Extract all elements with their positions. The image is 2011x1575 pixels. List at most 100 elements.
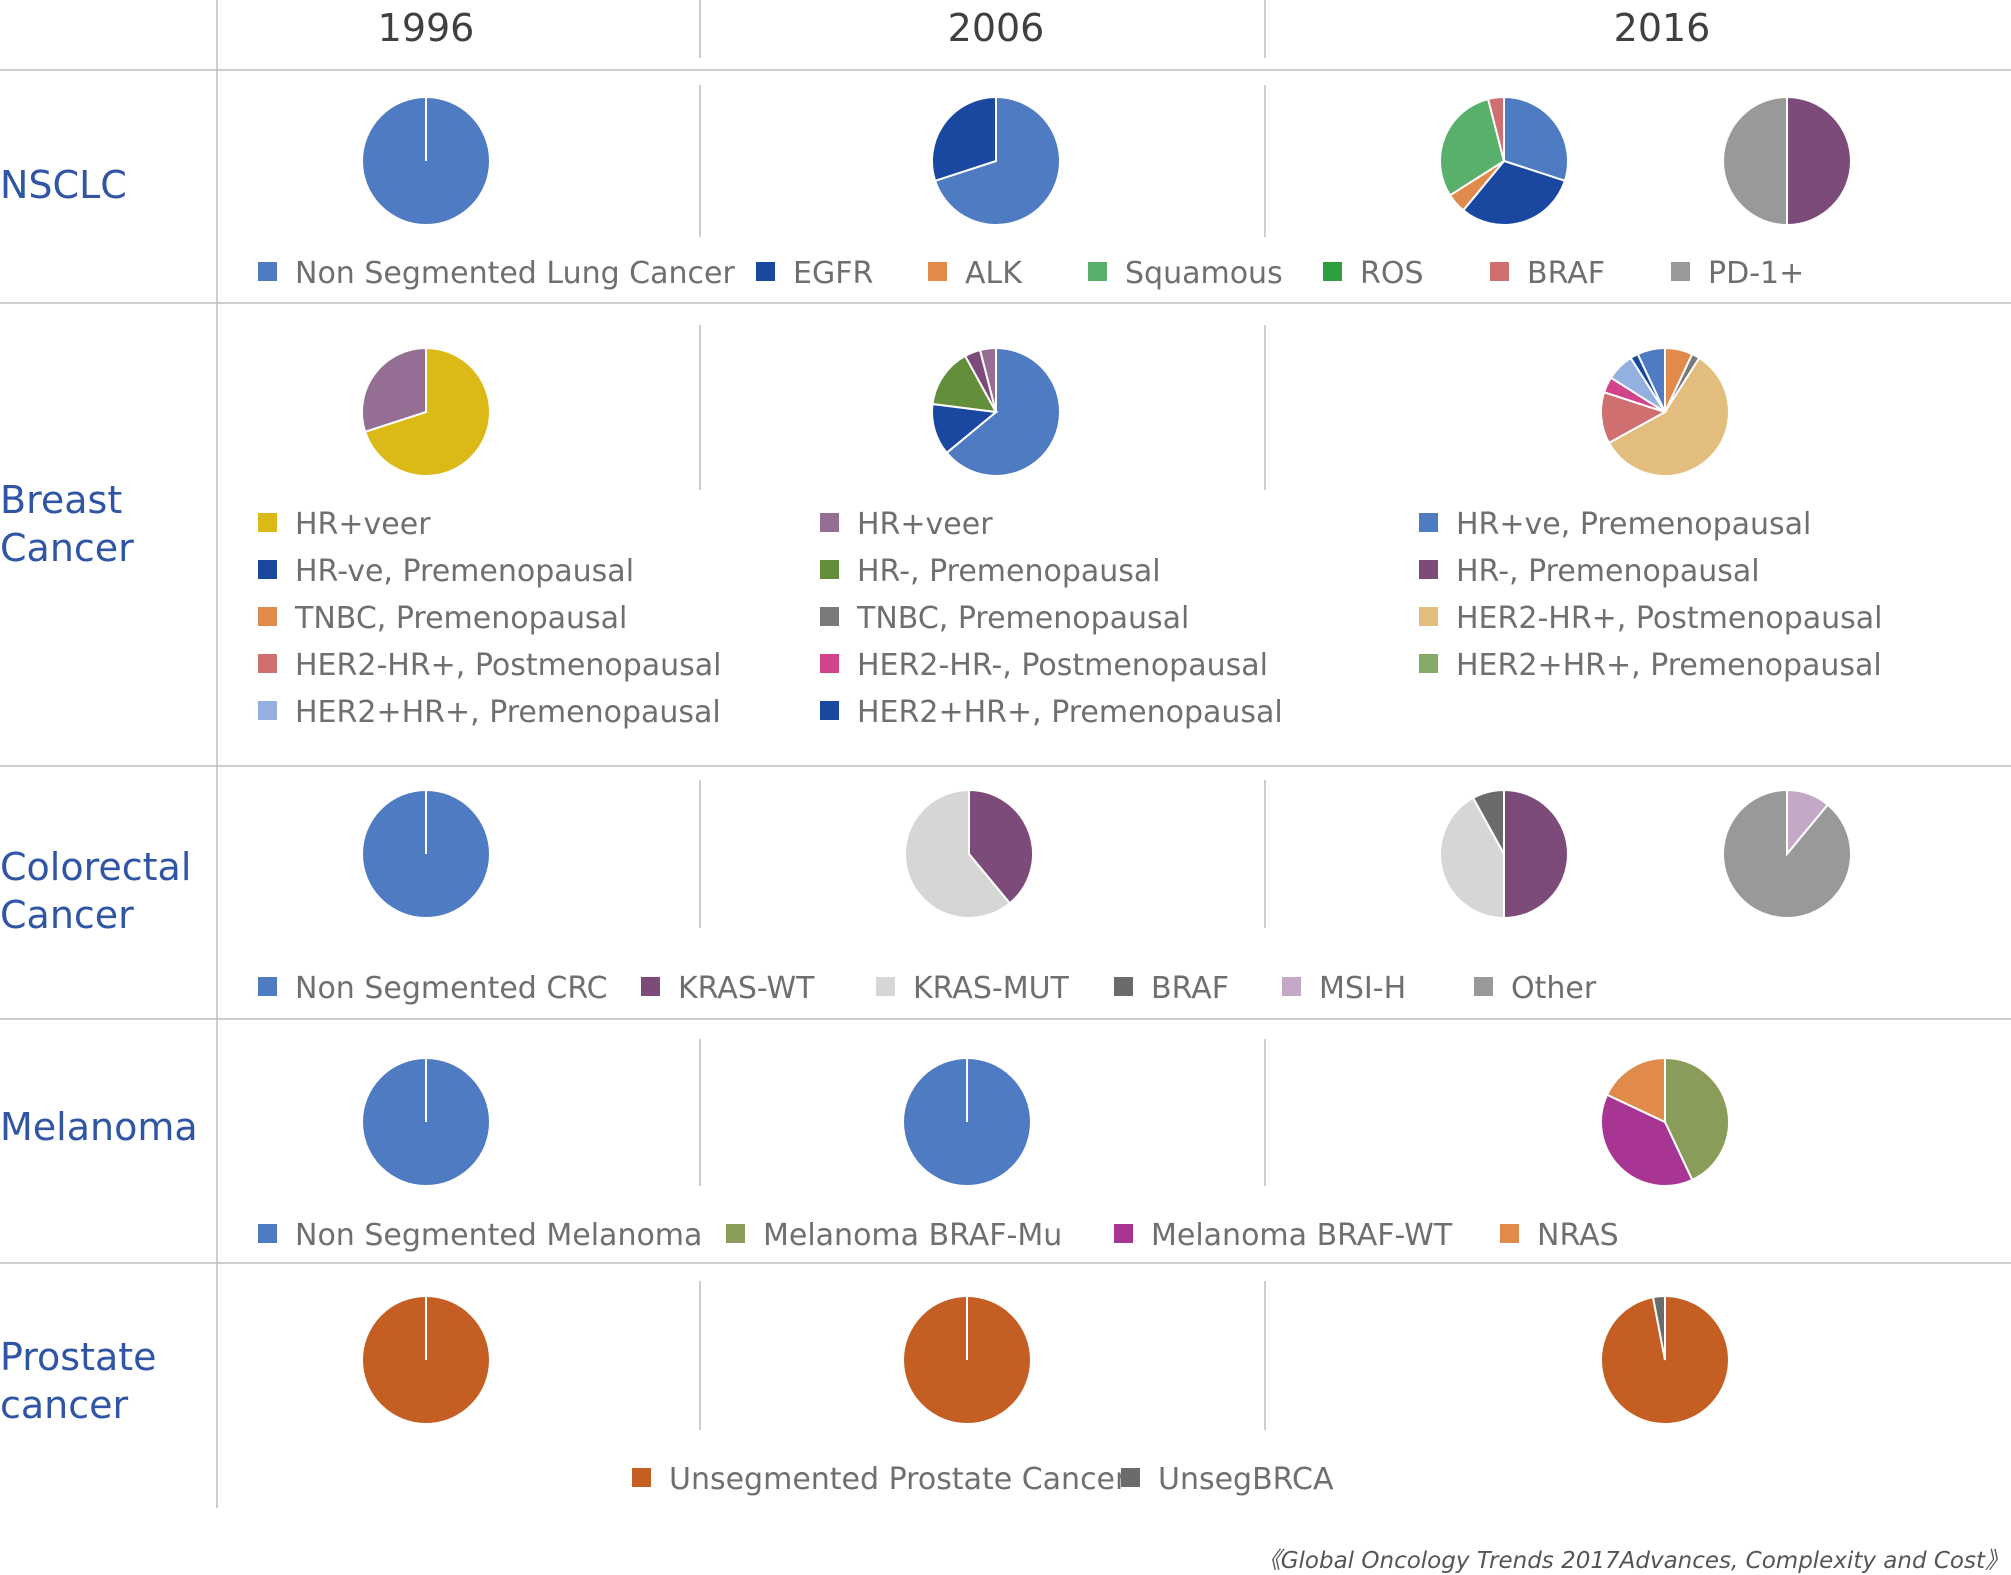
row-label-melanoma: Melanoma [0, 1105, 198, 1149]
legend-swatch [820, 607, 839, 626]
legend-label: UnsegBRCA [1158, 1462, 1334, 1497]
legend-item-kras-wt: KRAS-WT [641, 971, 815, 1006]
legend-label: PD-1+ [1708, 256, 1804, 291]
legend-swatch [632, 1468, 651, 1487]
legend-swatch [1114, 977, 1133, 996]
pie-slice-non-segmented-lung-cancer [933, 95, 1061, 226]
pie-colorectal-cancer-2016 [1722, 788, 1852, 919]
row-label-prostate-line2: cancer [0, 1383, 129, 1427]
pie-breast-cancer-2006 [931, 346, 1061, 477]
row-label-colorectal-line2: Cancer [0, 893, 134, 937]
legend-item-hr-veer: HR+veer [258, 507, 431, 542]
legend-swatch [258, 513, 277, 532]
pie-slice-braf [1471, 788, 1505, 855]
pie-slice-pd-1 [1722, 95, 1788, 227]
pie-slice-hr-veer [978, 346, 997, 413]
legend-label: HER2+HR+, Premenopausal [857, 695, 1283, 730]
legend-swatch [1419, 654, 1438, 673]
legend-swatch [726, 1224, 745, 1243]
legend-item-hr-premenopausal: HR-, Premenopausal [820, 554, 1161, 589]
legend-label: Non Segmented Melanoma [295, 1218, 702, 1253]
legend-swatch [820, 701, 839, 720]
row-label-prostate-line1: Prostate [0, 1335, 157, 1379]
legend-swatch [1671, 262, 1690, 281]
legend-label: MSI-H [1319, 971, 1406, 1006]
legend-label: ROS [1360, 256, 1424, 291]
legend-label: BRAF [1527, 256, 1605, 291]
pie-breast-cancer-1996 [361, 346, 491, 477]
legend-item-hr-premenopausal: HR-, Premenopausal [1419, 554, 1760, 589]
column-dividers [699, 85, 1266, 1430]
pie-slice-nras [1605, 1056, 1666, 1124]
legend-label: HER2+HR+, Premenopausal [295, 695, 721, 730]
legend-item-braf: BRAF [1490, 256, 1605, 291]
pie-prostate-cancer-2016 [1600, 1294, 1730, 1425]
legend-swatch [1114, 1224, 1133, 1243]
legend-item-non-segmented-lung-cancer: Non Segmented Lung Cancer [258, 256, 735, 291]
legend-item-msi-h: MSI-H [1282, 971, 1406, 1006]
pie-slice-kras-mut [904, 788, 1012, 919]
pie-slice-melanoma-braf-wt [1600, 1093, 1694, 1187]
pie-slice-kras-wt [968, 788, 1034, 905]
legend-item-other: Other [1474, 971, 1597, 1006]
pie-colorectal-cancer-1996 [361, 789, 491, 919]
legend-item-non-segmented-melanoma: Non Segmented Melanoma [258, 1218, 702, 1253]
legend-swatch [1088, 262, 1107, 281]
pie-slice-other [1722, 788, 1852, 919]
legend-swatch [928, 262, 947, 281]
legend-item-alk: ALK [928, 256, 1023, 291]
legend-label: Unsegmented Prostate Cancer [669, 1462, 1128, 1497]
pie-melanoma-1996 [361, 1057, 491, 1187]
legend-item-non-segmented-crc: Non Segmented CRC [258, 971, 608, 1006]
legend-swatch [1474, 977, 1493, 996]
legend-label: Melanoma BRAF-WT [1151, 1218, 1453, 1253]
legend-item-tnbc-premenopausal: TNBC, Premenopausal [820, 601, 1189, 636]
pie-charts [361, 95, 1852, 1425]
legend-swatch [258, 654, 277, 673]
pie-colorectal-cancer-2016 [1439, 788, 1569, 920]
pie-prostate-cancer-2006 [902, 1295, 1032, 1425]
legend-item-her2-hr-premenopausal: HER2+HR+, Premenopausal [820, 695, 1283, 730]
legend-label: HER2-HR-, Postmenopausal [857, 648, 1268, 683]
pie-nsclc-2006 [931, 95, 1061, 226]
legend-swatch [820, 560, 839, 579]
legend-label: HR-, Premenopausal [1456, 554, 1760, 589]
legend-swatch [876, 977, 895, 996]
pie-prostate-cancer-1996 [361, 1295, 491, 1425]
legend-label: KRAS-WT [678, 971, 815, 1006]
legend-label: HER2-HR+, Postmenopausal [1456, 601, 1883, 636]
legend-item-her2-hr-postmenopausal: HER2-HR+, Postmenopausal [1419, 601, 1883, 636]
legend-swatch [258, 560, 277, 579]
row-label-breast-line1: Breast [0, 478, 122, 522]
pie-melanoma-2006 [902, 1057, 1032, 1187]
pie-slice-unsegbrca [1651, 1294, 1666, 1361]
legend-label: BRAF [1151, 971, 1229, 1006]
legend-item-her2-hr-postmenopausal: HER2-HR-, Postmenopausal [820, 648, 1268, 683]
pie-slice-egfr [1461, 159, 1567, 226]
legend-item-pd-1: PD-1+ [1671, 256, 1804, 291]
pie-nsclc-2016 [1722, 95, 1852, 227]
legend-item-unsegmented-prostate-cancer: Unsegmented Prostate Cancer [632, 1462, 1128, 1497]
pie-slice-hr-ve-premenopausal [945, 346, 1061, 477]
legend-label: HR-ve, Premenopausal [295, 554, 634, 589]
legend-item-hr-ve-premenopausal: HR-ve, Premenopausal [258, 554, 634, 589]
legend-swatch [1121, 1468, 1140, 1487]
legends: Non Segmented Lung Cancer EGFR ALK Squamous… [258, 256, 1883, 1497]
legend-label: HER2-HR+, Postmenopausal [295, 648, 722, 683]
pie-breast-cancer-2016 [1600, 346, 1730, 477]
legend-swatch [756, 262, 775, 281]
legend-label: Other [1511, 971, 1597, 1006]
year-2006: 2006 [948, 6, 1045, 50]
legend-item-ros: ROS [1323, 256, 1424, 291]
pie-colorectal-cancer-2006 [904, 788, 1034, 919]
legend-swatch [1500, 1224, 1519, 1243]
pie-slice-hr-ve-premenopausal [1636, 346, 1666, 413]
legend-label: HR+ve, Premenopausal [1456, 507, 1811, 542]
legend-label: HR-, Premenopausal [857, 554, 1161, 589]
legend-label: Melanoma BRAF-Mu [763, 1218, 1062, 1253]
pie-slice-hr-veer [361, 346, 427, 434]
pie-slice-her2-hr-postmenopausal [1607, 356, 1730, 477]
legend-swatch [258, 701, 277, 720]
legend-item-hr-ve-premenopausal: HR+ve, Premenopausal [1419, 507, 1811, 542]
row-label-colorectal-line1: Colorectal [0, 845, 191, 889]
